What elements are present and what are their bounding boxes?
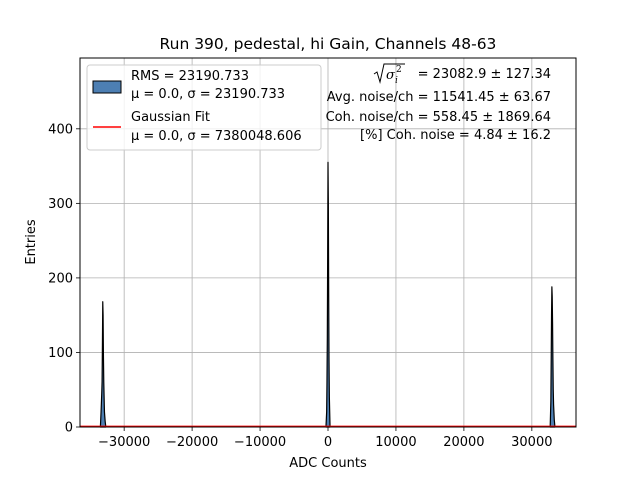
- histogram-peak: [99, 301, 107, 428]
- sigma-superscript: 2: [396, 65, 402, 75]
- y-tick-label: 100: [48, 346, 73, 361]
- sqrt-sigma-symbol: σ 2 i: [373, 63, 405, 86]
- x-axis-ticks: −30000 −20000 −10000 0 10000 20000 30000: [98, 427, 553, 450]
- sigma-subscript: i: [395, 76, 398, 86]
- noise-annotations: σ 2 i = 23082.9 ± 127.34 Avg. noise/ch =…: [326, 63, 551, 143]
- y-tick-label: 300: [48, 197, 73, 212]
- y-tick-label: 400: [48, 122, 73, 137]
- histogram-peak: [549, 286, 556, 428]
- y-axis-ticks: 0 100 200 300 400: [48, 122, 80, 436]
- legend-entry-histogram-stats: μ = 0.0, σ = 23190.733: [131, 87, 285, 102]
- histogram: [99, 161, 556, 428]
- y-axis-label: Entries: [24, 219, 39, 265]
- sigma-glyph: σ: [386, 68, 396, 83]
- legend-entry-fit-stats: μ = 0.0, σ = 7380048.606: [131, 129, 302, 144]
- x-tick-label: 10000: [375, 435, 416, 450]
- annotation-total-noise: = 23082.9 ± 127.34: [418, 67, 551, 82]
- x-tick-label: 0: [324, 435, 332, 450]
- legend-box: [86, 64, 322, 151]
- legend-entry-fit: Gaussian Fit: [131, 110, 210, 125]
- x-axis-label: ADC Counts: [289, 456, 367, 471]
- y-tick-label: 200: [48, 271, 73, 286]
- annotation-coh-noise-percent: [%] Coh. noise = 4.84 ± 16.2: [360, 128, 551, 143]
- x-tick-label: 20000: [443, 435, 484, 450]
- x-tick-label: −20000: [166, 435, 218, 450]
- annotation-coh-noise: Coh. noise/ch = 558.45 ± 1869.64: [326, 110, 551, 125]
- sqrt-sign: [373, 63, 405, 84]
- histogram-peak: [325, 161, 331, 428]
- x-tick-label: −10000: [234, 435, 286, 450]
- legend-entry-histogram: RMS = 23190.733: [131, 69, 249, 84]
- legend: RMS = 23190.733 μ = 0.0, σ = 23190.733 G…: [86, 64, 322, 151]
- y-tick-label: 0: [65, 421, 73, 436]
- x-tick-label: 30000: [511, 435, 552, 450]
- annotation-avg-noise: Avg. noise/ch = 11541.45 ± 63.67: [327, 90, 551, 105]
- chart-title: Run 390, pedestal, hi Gain, Channels 48-…: [160, 35, 497, 53]
- x-tick-label: −30000: [98, 435, 150, 450]
- legend-histogram-swatch: [92, 80, 122, 94]
